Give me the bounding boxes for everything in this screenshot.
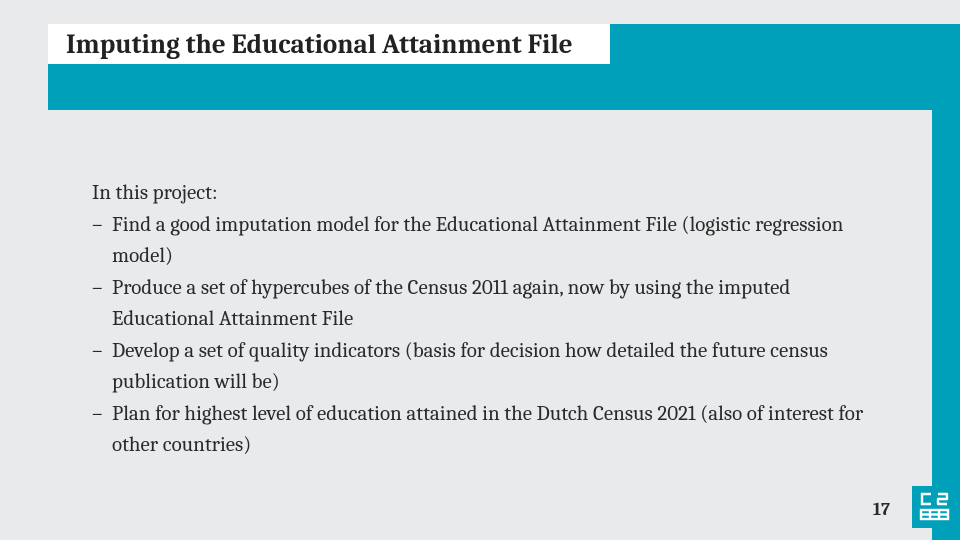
- cbs-logo: [912, 486, 958, 528]
- title-strip: Imputing the Educational Attainment File: [48, 24, 610, 64]
- slide-title: Imputing the Educational Attainment File: [66, 29, 573, 60]
- right-accent-bar: [932, 24, 960, 540]
- slide-body: In this project: Find a good imputation …: [92, 178, 892, 462]
- list-item: Find a good imputation model for the Edu…: [92, 210, 892, 271]
- bullet-list: Find a good imputation model for the Edu…: [92, 210, 892, 460]
- cbs-logo-icon: [918, 492, 952, 522]
- intro-text: In this project:: [92, 178, 892, 208]
- list-item: Produce a set of hypercubes of the Censu…: [92, 273, 892, 334]
- list-item: Develop a set of quality indicators (bas…: [92, 336, 892, 397]
- page-number: 17: [873, 499, 890, 520]
- list-item: Plan for highest level of education atta…: [92, 399, 892, 460]
